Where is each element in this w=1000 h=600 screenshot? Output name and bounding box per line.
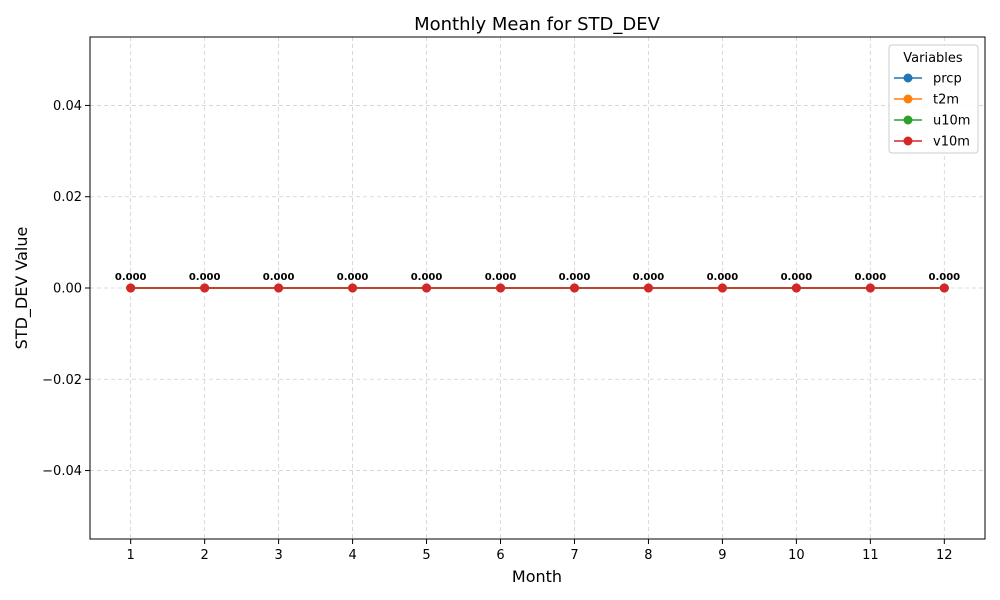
legend-title: Variables — [903, 51, 963, 66]
x-tick-label: 12 — [936, 548, 953, 563]
data-label: 0.000 — [115, 272, 147, 283]
data-point-v10m — [496, 283, 506, 293]
legend-marker-v10m — [903, 136, 913, 146]
data-label: 0.000 — [781, 272, 813, 283]
x-tick-label: 11 — [862, 548, 879, 563]
x-tick-label: 7 — [570, 548, 578, 563]
x-axis: 1 2 3 4 5 6 7 8 9 10 11 12 — [127, 539, 953, 563]
data-point-v10m — [422, 283, 432, 293]
data-point-v10m — [939, 283, 949, 293]
data-point-v10m — [200, 283, 210, 293]
x-tick-label: 10 — [788, 548, 805, 563]
x-tick-label: 2 — [201, 548, 209, 563]
data-point-v10m — [126, 283, 136, 293]
x-tick-label: 9 — [718, 548, 726, 563]
x-tick-label: 1 — [127, 548, 135, 563]
legend-label-v10m: v10m — [933, 135, 970, 150]
data-point-v10m — [717, 283, 727, 293]
data-labels: 0.000 0.000 0.000 0.000 0.000 0.000 0.000 0.000… — [115, 272, 960, 283]
data-point-v10m — [865, 283, 875, 293]
legend-label-t2m: t2m — [933, 93, 959, 108]
legend-marker-prcp — [903, 73, 913, 83]
y-tick-label: −0.02 — [42, 373, 82, 388]
legend-marker-t2m — [903, 94, 913, 104]
data-point-v10m — [643, 283, 653, 293]
chart-title: Monthly Mean for STD_DEV — [414, 14, 661, 35]
data-label: 0.000 — [707, 272, 739, 283]
legend-label-u10m: u10m — [933, 114, 970, 129]
y-axis: −0.04 −0.02 0.00 0.02 0.04 — [42, 99, 90, 479]
data-point-v10m — [791, 283, 801, 293]
x-tick-label: 6 — [496, 548, 504, 563]
x-tick-label: 8 — [644, 548, 652, 563]
x-tick-label: 4 — [348, 548, 356, 563]
legend-marker-u10m — [903, 115, 913, 125]
y-axis-label: STD_DEV Value — [12, 227, 32, 350]
data-label: 0.000 — [189, 272, 221, 283]
data-label: 0.000 — [855, 272, 887, 283]
x-axis-label: Month — [512, 567, 562, 586]
legend: Variables prcp t2m u10m v10m — [888, 44, 979, 154]
data-label: 0.000 — [485, 272, 517, 283]
legend-box — [888, 44, 979, 154]
y-tick-label: −0.04 — [42, 464, 82, 479]
data-label: 0.000 — [411, 272, 443, 283]
data-label: 0.000 — [263, 272, 295, 283]
series-layer — [126, 283, 949, 293]
data-label: 0.000 — [337, 272, 369, 283]
x-tick-label: 3 — [274, 548, 282, 563]
data-label: 0.000 — [559, 272, 591, 283]
data-point-v10m — [569, 283, 579, 293]
data-label: 0.000 — [633, 272, 665, 283]
y-tick-label: 0.00 — [53, 282, 82, 297]
data-point-v10m — [274, 283, 284, 293]
y-tick-label: 0.02 — [53, 190, 82, 205]
data-label: 0.000 — [928, 272, 960, 283]
legend-label-prcp: prcp — [933, 72, 962, 87]
y-tick-label: 0.04 — [53, 99, 82, 114]
data-point-v10m — [348, 283, 358, 293]
x-tick-label: 5 — [422, 548, 430, 563]
